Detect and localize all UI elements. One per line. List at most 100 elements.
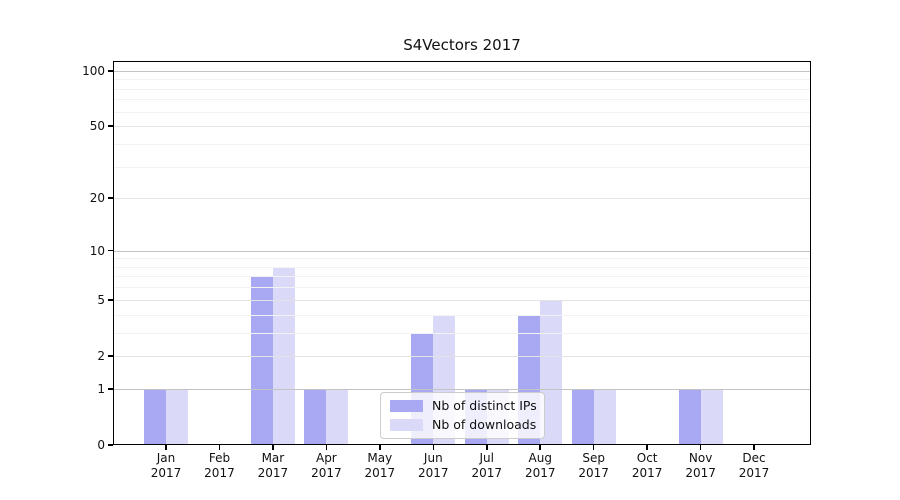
- legend-label-distinct-ips: Nb of distinct IPs: [432, 398, 537, 413]
- bar-downloads: [326, 388, 349, 445]
- y-tick: [108, 388, 113, 390]
- bar-downloads: [593, 388, 616, 445]
- x-tick: [646, 445, 648, 450]
- gridline-minor: [113, 88, 811, 90]
- x-tick-year: 2017: [685, 466, 716, 480]
- gridline-minor: [113, 332, 811, 334]
- grid-layer: [113, 61, 811, 445]
- x-tick-month: Oct: [636, 451, 658, 465]
- y-tick-label: 0: [97, 438, 105, 452]
- x-tick-month: Jul: [479, 451, 494, 465]
- legend-swatch-downloads: [390, 419, 423, 431]
- legend-item-distinct-ips: Nb of distinct IPs: [390, 398, 537, 413]
- x-tick-label: Apr 2017: [296, 451, 356, 481]
- x-tick-label: Feb 2017: [189, 451, 249, 481]
- gridline-minor: [113, 99, 811, 101]
- x-tick-label: Oct 2017: [617, 451, 677, 481]
- y-tick-label: 2: [97, 348, 105, 363]
- bar-distinct-ips: [304, 388, 327, 445]
- gridline-minor: [113, 79, 811, 81]
- y-tick-label: 100: [82, 63, 105, 78]
- x-tick-label: May 2017: [350, 451, 410, 481]
- x-tick-year: 2017: [471, 466, 503, 480]
- x-tick: [539, 445, 541, 450]
- gridline-minor: [113, 314, 811, 316]
- x-tick-month: Apr: [315, 451, 337, 465]
- x-tick-month: Mar: [261, 451, 285, 465]
- bar-distinct-ips: [250, 276, 273, 445]
- legend-label-downloads: Nb of downloads: [432, 417, 537, 432]
- x-tick-year: 2017: [364, 466, 396, 480]
- x-tick: [432, 445, 435, 450]
- x-tick-year: 2017: [150, 466, 182, 480]
- x-tick-label: Jan 2017: [136, 451, 196, 481]
- x-tick-month: Nov: [688, 451, 713, 465]
- x-tick-year: 2017: [524, 466, 556, 480]
- x-tick-label: Jul 2017: [457, 451, 517, 481]
- x-tick-year: 2017: [311, 466, 342, 480]
- gridline-minor: [113, 143, 811, 145]
- gridline-minor: [113, 166, 811, 168]
- x-tick-month: Aug: [528, 451, 552, 465]
- gridline-major: [113, 126, 811, 128]
- x-tick-month: Feb: [208, 451, 231, 465]
- bar-downloads: [700, 388, 723, 445]
- x-tick-label: Sep 2017: [564, 451, 624, 481]
- y-tick-label: 1: [97, 381, 105, 396]
- x-tick: [165, 445, 167, 450]
- x-tick-label: Nov 2017: [671, 451, 731, 481]
- x-tick: [485, 445, 488, 450]
- x-tick-label: Mar 2017: [243, 451, 303, 481]
- gridline-minor: [113, 287, 811, 289]
- y-tick: [108, 197, 113, 199]
- x-tick: [753, 445, 755, 450]
- gridline-emphasized: [113, 70, 811, 72]
- x-tick-year: 2017: [418, 466, 449, 480]
- x-tick-label: Aug 2017: [510, 451, 570, 481]
- x-tick-year: 2017: [257, 466, 289, 480]
- x-tick: [325, 445, 328, 450]
- x-tick-year: 2017: [578, 466, 609, 480]
- y-tick: [108, 249, 113, 252]
- gridline-major: [113, 299, 811, 301]
- y-tick-label: 10: [89, 243, 105, 258]
- gridline-minor: [113, 111, 811, 113]
- bar-distinct-ips: [144, 388, 166, 445]
- bar-downloads: [166, 388, 188, 445]
- gridline-minor: [113, 276, 811, 278]
- x-tick-label: Dec 2017: [724, 451, 784, 481]
- bar-downloads: [540, 299, 563, 445]
- gridline-minor: [113, 258, 811, 260]
- y-tick: [108, 444, 113, 446]
- y-tick-label: 20: [89, 191, 105, 206]
- gridline-major: [113, 355, 811, 357]
- x-tick-month: May: [367, 451, 393, 465]
- y-tick: [108, 125, 113, 127]
- x-tick: [592, 445, 595, 450]
- y-tick-label: 50: [89, 119, 105, 134]
- bar-distinct-ips: [678, 388, 701, 445]
- x-tick-month: Jan: [156, 451, 176, 465]
- bars-layer: [113, 61, 811, 445]
- x-tick: [272, 445, 274, 450]
- x-tick-month: Sep: [582, 451, 605, 465]
- x-tick: [699, 445, 702, 450]
- legend-swatch-distinct-ips: [390, 400, 423, 412]
- x-tick: [379, 445, 381, 450]
- bar-distinct-ips: [571, 388, 594, 445]
- plot-area: [113, 61, 811, 445]
- gridline-emphasized: [113, 388, 811, 390]
- x-tick-label: Jun 2017: [403, 451, 463, 481]
- chart-title: S4Vectors 2017: [403, 36, 521, 54]
- legend-item-downloads: Nb of downloads: [390, 418, 536, 432]
- y-tick: [108, 298, 113, 301]
- y-tick: [108, 355, 113, 357]
- legend: Nb of distinct IPs Nb of downloads: [380, 392, 545, 439]
- x-tick-month: Dec: [742, 451, 766, 465]
- y-tick: [108, 70, 113, 72]
- gridline-major: [113, 198, 811, 200]
- x-tick: [218, 445, 221, 450]
- x-tick-year: 2017: [204, 466, 235, 480]
- x-tick-month: Jun: [423, 451, 443, 465]
